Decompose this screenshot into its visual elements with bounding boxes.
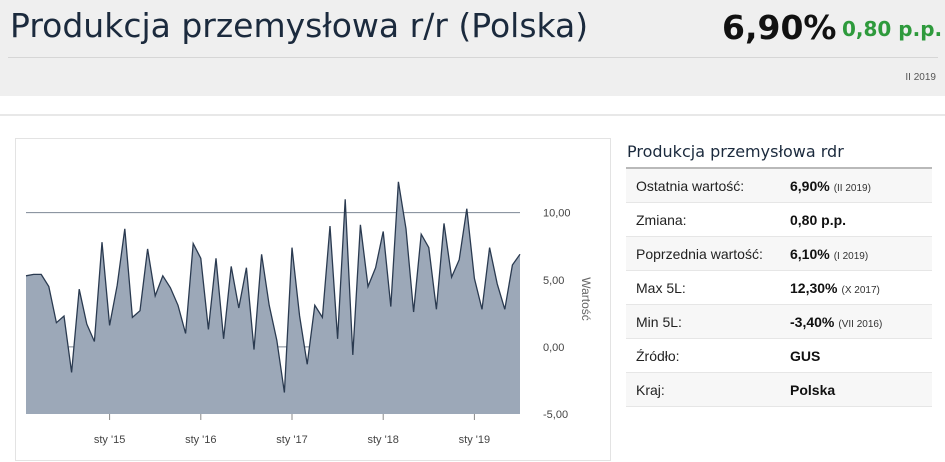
stats-row-value: GUS <box>790 348 824 364</box>
stats-row: Max 5L: 12,30% (X 2017) <box>626 271 932 305</box>
stats-row-label: Max 5L: <box>636 279 686 296</box>
value-text: 6,10% <box>790 245 830 262</box>
stats-row: Kraj: Polska <box>626 373 932 407</box>
chart-container: -5,00 0,00 5,00 10,00 sty '15 sty '16 sty '17 s… <box>15 138 611 461</box>
value-text: Polska <box>790 381 836 398</box>
stats-row: Min 5L: -3,40% (VII 2016) <box>626 305 932 339</box>
area-fill <box>26 181 520 414</box>
value-text: 12,30% <box>790 279 838 296</box>
stats-table: Ostatnia wartość: 6,90% (II 2019) Zmiana:… <box>626 169 932 407</box>
stats-row-value: 0,80 p.p. <box>790 212 850 228</box>
value-note: (II 2019) <box>833 182 871 194</box>
stats-row: Ostatnia wartość: 6,90% (II 2019) <box>626 169 932 203</box>
x-tick-label: sty '16 <box>185 434 216 446</box>
value-note: (I 2019) <box>833 250 869 262</box>
stats-row: Poprzednia wartość: 6,10% (I 2019) <box>626 237 932 271</box>
y-tick-label: 10,00 <box>543 208 571 220</box>
stats-row-label: Min 5L: <box>636 313 682 330</box>
y-tick-label: 5,00 <box>543 275 564 287</box>
period-label: II 2019 <box>905 72 936 83</box>
x-tick-label: sty '17 <box>276 434 307 446</box>
latest-value: 6,90% <box>722 8 837 47</box>
stats-row-label: Zmiana: <box>636 211 687 228</box>
y-tick-label: -5,00 <box>543 409 568 421</box>
stats-row: Zmiana: 0,80 p.p. <box>626 203 932 237</box>
stats-row-value: -3,40% (VII 2016) <box>790 314 882 330</box>
value-note: (X 2017) <box>841 284 880 296</box>
stats-panel-title: Produkcja przemysłowa rdr <box>626 140 932 169</box>
x-tick-label: sty '15 <box>94 434 125 446</box>
stats-row-value: 6,10% (I 2019) <box>790 246 868 262</box>
stats-row-value: 6,90% (II 2019) <box>790 178 871 194</box>
page-title: Produkcja przemysłowa r/r (Polska) <box>10 6 589 45</box>
x-tick-label: sty '19 <box>459 434 490 446</box>
y-axis-label: Wartość <box>579 277 593 321</box>
stats-row-label: Poprzednia wartość: <box>636 245 763 262</box>
value-text: GUS <box>790 347 821 364</box>
stats-row-value: Polska <box>790 382 839 398</box>
value-text: 0,80 p.p. <box>790 211 847 228</box>
stats-row-label: Kraj: <box>636 381 665 398</box>
y-tick-label: 0,00 <box>543 342 564 354</box>
stats-row-label: Ostatnia wartość: <box>636 177 745 194</box>
chart-svg: -5,00 0,00 5,00 10,00 sty '15 sty '16 sty '17 s… <box>25 181 593 446</box>
value-note: (VII 2016) <box>838 318 883 330</box>
stats-row-value: 12,30% (X 2017) <box>790 280 880 296</box>
stats-row: Źródło: GUS <box>626 339 932 373</box>
header-divider <box>8 57 938 58</box>
series-line <box>25 181 521 393</box>
stats-row-label: Źródło: <box>636 347 680 364</box>
value-text: 6,90% <box>790 177 830 194</box>
stats-panel: Produkcja przemysłowa rdr Ostatnia warto… <box>626 140 932 407</box>
value-text: -3,40% <box>790 313 835 330</box>
x-tick-label: sty '18 <box>367 434 398 446</box>
change-value: 0,80 p.p. <box>842 17 943 41</box>
header-bar: Produkcja przemysłowa r/r (Polska) 6,90%… <box>0 0 945 96</box>
